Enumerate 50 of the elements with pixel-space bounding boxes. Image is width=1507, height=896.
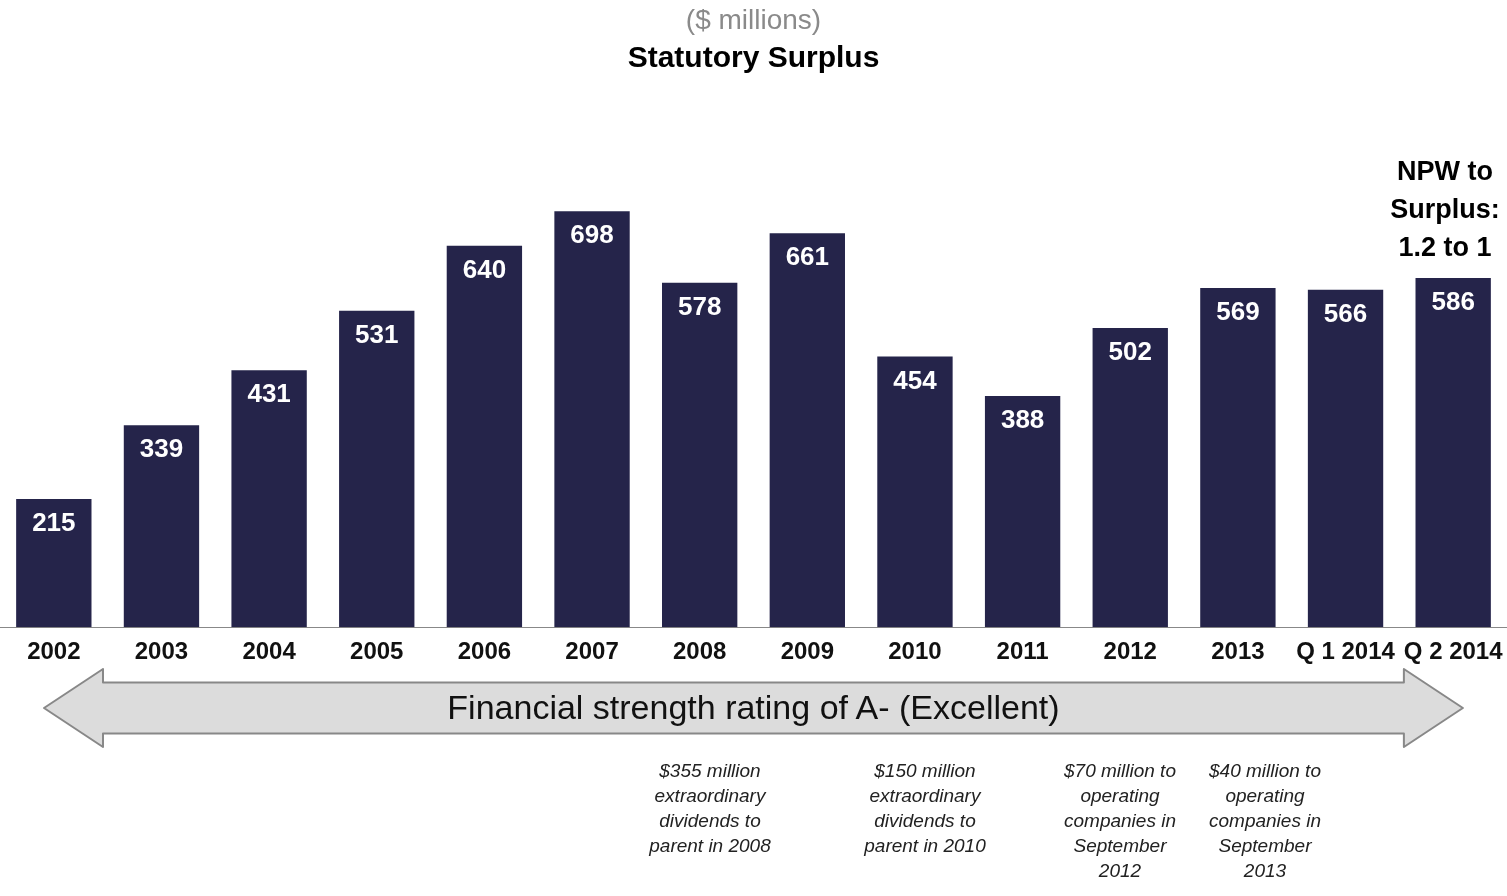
x-tick-label: 2006 [457,637,512,665]
x-tick-label: Q 1 2014 [1296,637,1396,665]
bar [339,310,415,628]
data-label: 454 [893,364,938,395]
double-arrow: Financial strength rating of A- (Excellent) [43,668,1464,748]
x-tick-label: 2010 [888,637,942,665]
text: $355 million extraordinary dividends to parent in 2008 [648,759,772,858]
bar [554,211,630,628]
text: $70 million to operating companies in September 2012 [1063,759,1177,883]
x-tick-label: 2005 [350,637,404,665]
data-label: 215 [32,507,76,538]
x-tick-label: 2013 [1211,637,1265,665]
chart-title: Statutory Surplus [626,40,881,75]
bar [984,395,1061,628]
data-label: 640 [462,253,507,284]
bar [231,370,307,628]
x-tick-label: 2011 [996,637,1049,665]
data-label: 566 [1323,298,1368,329]
x-tick-label: 2012 [1103,637,1157,665]
bar [16,499,92,628]
bar [123,425,200,628]
data-label: 661 [785,241,830,272]
x-tick-label: 2002 [27,637,81,665]
bar [877,356,953,628]
bar [1415,277,1491,628]
data-label: 569 [1216,296,1260,327]
text: $150 million extraordinary dividends to parent in 2010 [863,759,987,858]
data-label: 388 [1000,404,1045,435]
bar [446,245,523,628]
x-tick-label: 2004 [242,637,297,665]
bar [1307,289,1384,628]
data-label: 502 [1108,336,1152,367]
bar [1092,328,1168,628]
bar [662,282,738,628]
data-label: 698 [570,219,614,250]
chart-subtitle: ($ millions) [684,3,823,37]
data-label: 531 [355,318,399,349]
x-tick-label: 2008 [672,637,727,665]
x-tick-label: Q 2 2014 [1403,637,1504,665]
data-label: 578 [677,290,722,321]
data-label: 431 [247,378,291,409]
annotation: NPW to Surplus: 1.2 to 1 [1389,154,1501,264]
x-tick-label: 2009 [780,637,835,665]
data-label: 339 [139,433,184,464]
text: $40 million to operating companies in September 2013 [1208,759,1322,883]
x-tick-label: 2003 [134,637,189,665]
bar [769,233,845,628]
bar [1200,288,1276,628]
data-label: 586 [1431,286,1475,317]
x-tick-label: 2007 [565,637,619,665]
